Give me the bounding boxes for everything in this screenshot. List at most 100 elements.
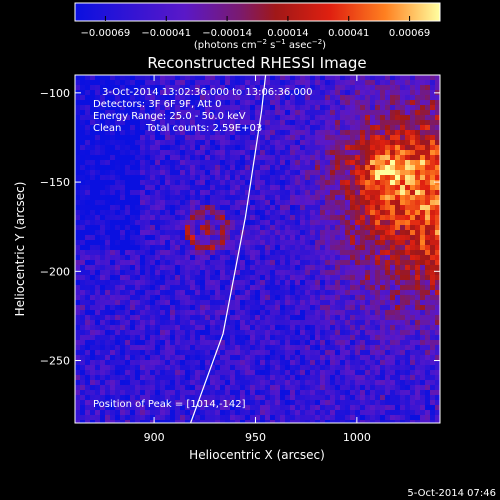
heatmap-cell xyxy=(80,300,86,306)
heatmap-cell xyxy=(90,210,96,216)
heatmap-cell xyxy=(330,315,336,321)
heatmap-cell xyxy=(315,370,321,376)
heatmap-cell xyxy=(85,335,91,341)
heatmap-cell xyxy=(120,200,126,206)
heatmap-cell xyxy=(260,300,266,306)
heatmap-cell xyxy=(255,195,261,201)
heatmap-cell xyxy=(340,350,346,356)
heatmap-cell xyxy=(285,340,291,346)
heatmap-cell xyxy=(350,215,356,221)
heatmap-cell xyxy=(245,80,251,86)
heatmap-cell xyxy=(310,245,316,251)
heatmap-cell xyxy=(135,300,141,306)
heatmap-cell xyxy=(390,265,396,271)
heatmap-cell xyxy=(285,370,291,376)
heatmap-cell xyxy=(230,275,236,281)
heatmap-cell xyxy=(350,310,356,316)
heatmap-cell xyxy=(165,220,171,226)
heatmap-cell xyxy=(155,400,161,406)
heatmap-cell xyxy=(400,280,406,286)
heatmap-cell xyxy=(400,315,406,321)
heatmap-cell xyxy=(160,100,166,106)
heatmap-cell xyxy=(125,115,131,121)
heatmap-cell xyxy=(290,410,296,416)
heatmap-cell xyxy=(380,195,386,201)
heatmap-cell xyxy=(100,260,106,266)
heatmap-cell xyxy=(225,200,231,206)
heatmap-cell xyxy=(370,125,376,131)
heatmap-cell xyxy=(215,255,221,261)
heatmap-cell xyxy=(250,205,256,211)
heatmap-cell xyxy=(385,210,391,216)
heatmap-cell xyxy=(160,105,166,111)
heatmap-cell xyxy=(135,325,141,331)
heatmap-cell xyxy=(160,190,166,196)
heatmap-cell xyxy=(240,180,246,186)
heatmap-cell xyxy=(185,150,191,156)
heatmap-cell xyxy=(270,255,276,261)
heatmap-cell xyxy=(355,140,361,146)
heatmap-cell xyxy=(395,235,401,241)
heatmap-cell xyxy=(385,335,391,341)
heatmap-cell xyxy=(175,265,181,271)
heatmap-cell xyxy=(180,135,186,141)
heatmap-cell xyxy=(115,245,121,251)
heatmap-cell xyxy=(375,120,381,126)
heatmap-cell xyxy=(245,250,251,256)
heatmap-cell xyxy=(365,145,371,151)
heatmap-cell xyxy=(195,405,201,411)
heatmap-cell xyxy=(375,280,381,286)
heatmap-cell xyxy=(345,155,351,161)
heatmap-cell xyxy=(180,140,186,146)
heatmap-cell xyxy=(405,100,411,106)
heatmap-cell xyxy=(425,110,431,116)
heatmap-cell xyxy=(330,285,336,291)
heatmap-cell xyxy=(135,335,141,341)
heatmap-cell xyxy=(260,320,266,326)
heatmap-cell xyxy=(435,400,440,406)
heatmap-cell xyxy=(135,185,141,191)
heatmap-cell xyxy=(335,90,341,96)
heatmap-cell xyxy=(395,255,401,261)
heatmap-cell xyxy=(150,275,156,281)
heatmap-cell xyxy=(405,300,411,306)
heatmap-cell xyxy=(380,230,386,236)
heatmap-cell xyxy=(180,350,186,356)
heatmap-cell xyxy=(405,230,411,236)
heatmap-cell xyxy=(400,405,406,411)
heatmap-cell xyxy=(135,135,141,141)
heatmap-cell xyxy=(415,165,421,171)
heatmap-cell xyxy=(140,220,146,226)
heatmap-cell xyxy=(180,345,186,351)
heatmap-cell xyxy=(400,235,406,241)
heatmap-cell xyxy=(250,285,256,291)
heatmap-cell xyxy=(415,155,421,161)
heatmap-cell xyxy=(320,195,326,201)
heatmap-cell xyxy=(225,385,231,391)
heatmap-cell xyxy=(415,405,421,411)
heatmap-cell xyxy=(270,130,276,136)
heatmap-cell xyxy=(365,195,371,201)
heatmap-cell xyxy=(410,85,416,91)
heatmap-cell xyxy=(275,250,281,256)
heatmap-cell xyxy=(425,370,431,376)
heatmap-cell xyxy=(335,305,341,311)
heatmap-cell xyxy=(190,205,196,211)
heatmap-cell xyxy=(240,165,246,171)
heatmap-cell xyxy=(215,310,221,316)
heatmap-cell xyxy=(405,125,411,131)
heatmap-cell xyxy=(335,150,341,156)
heatmap-cell xyxy=(435,310,440,316)
heatmap-cell xyxy=(260,325,266,331)
heatmap-cell xyxy=(230,385,236,391)
heatmap-cell xyxy=(390,175,396,181)
heatmap-cell xyxy=(80,375,86,381)
heatmap-cell xyxy=(315,105,321,111)
heatmap-cell xyxy=(315,170,321,176)
heatmap-cell xyxy=(160,240,166,246)
heatmap-cell xyxy=(250,215,256,221)
heatmap-cell xyxy=(100,115,106,121)
heatmap-cell xyxy=(95,125,101,131)
heatmap-cell xyxy=(355,380,361,386)
heatmap-cell xyxy=(250,385,256,391)
